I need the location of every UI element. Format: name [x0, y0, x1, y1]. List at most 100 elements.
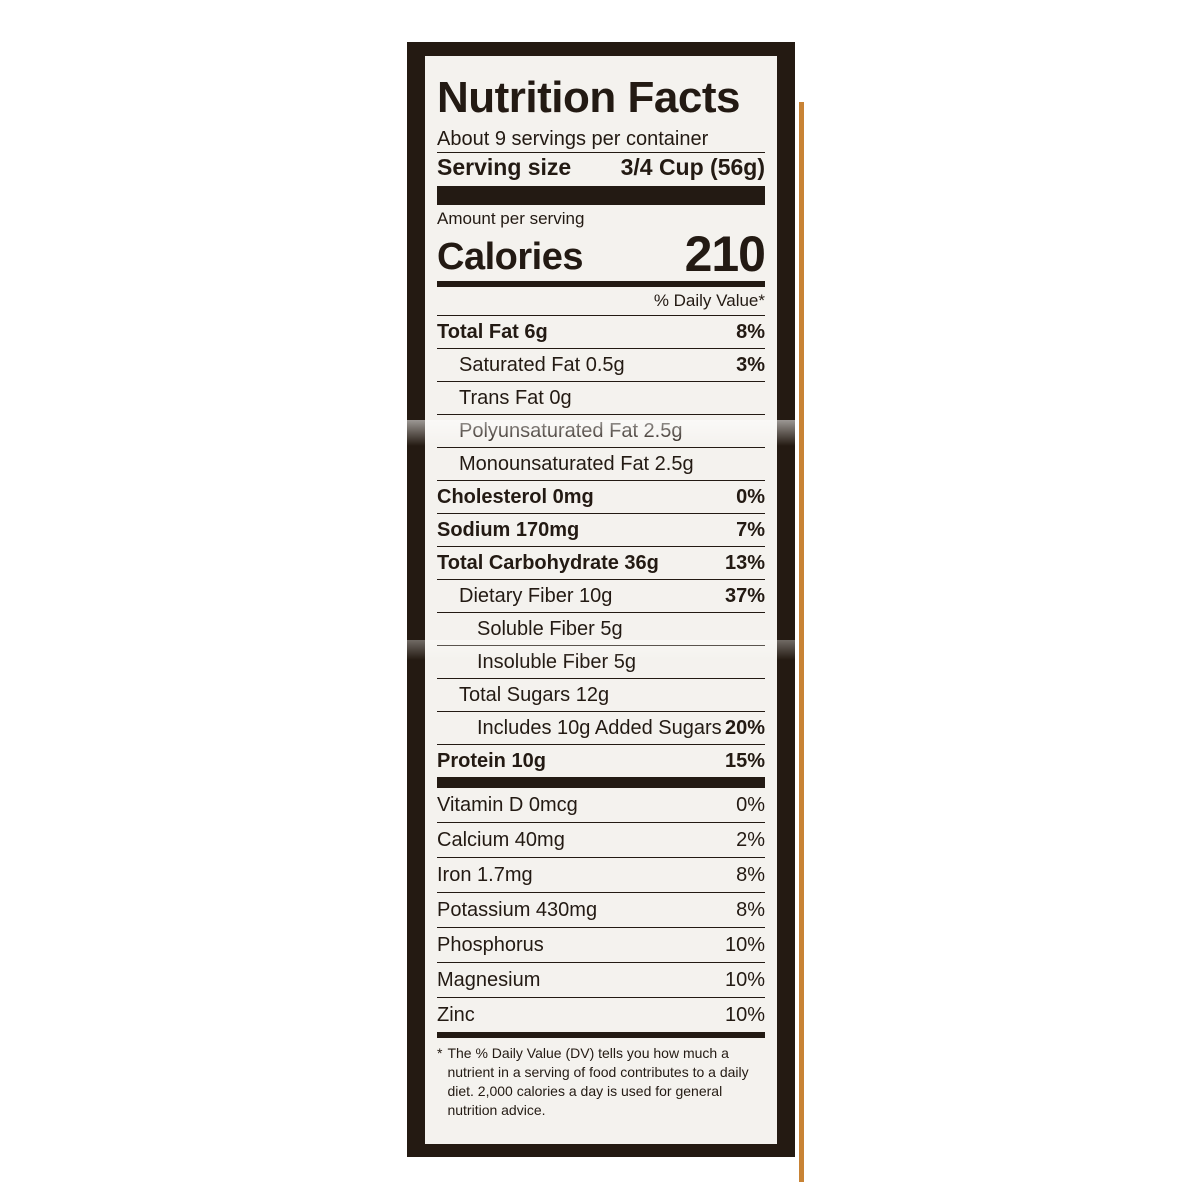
- nutrient-name: Includes 10g Added Sugars: [477, 717, 722, 739]
- nutrient-row: Total Carbohydrate 36g 13%: [437, 547, 765, 579]
- divider-medium-1: [437, 281, 765, 287]
- footnote-marker: *: [437, 1045, 443, 1061]
- nutrient-name: Trans Fat 0g: [459, 387, 572, 409]
- footnote: * The % Daily Value (DV) tells you how m…: [437, 1038, 765, 1120]
- nutrient-name: Polyunsaturated Fat 2.5g: [459, 420, 683, 442]
- nutrient-name: Total Fat 6g: [437, 321, 548, 343]
- nutrient-row: Protein 10g 15%: [437, 745, 765, 777]
- nutrient-row: Sodium 170mg 7%: [437, 514, 765, 546]
- nutrient-row: Total Sugars 12g: [437, 679, 765, 711]
- divider-thin: [437, 822, 765, 823]
- calories-row: Calories 210: [437, 226, 766, 282]
- nutrient-name: Saturated Fat 0.5g: [459, 354, 625, 376]
- divider-thin: [437, 777, 765, 778]
- nutrient-daily-value: 3%: [736, 354, 765, 376]
- divider-thin: [437, 645, 765, 646]
- nutrient-row: Saturated Fat 0.5g 3%: [437, 349, 765, 381]
- nutrient-daily-value: 15%: [724, 750, 765, 772]
- vitamin-name: Magnesium: [437, 969, 541, 991]
- nutrient-list: Total Fat 6g 8% Saturated Fat 0.5g 3% Trans …: [437, 316, 765, 778]
- vitamin-name: Potassium 430mg: [437, 899, 598, 921]
- calories-value: 210: [684, 226, 766, 282]
- divider-thin: [437, 447, 765, 448]
- nutrient-row: Cholesterol 0mg 0%: [437, 481, 765, 513]
- nutrient-name: Sodium 170mg: [437, 519, 580, 541]
- vitamin-row: Phosphorus 10%: [437, 928, 765, 962]
- nutrient-row: Soluble Fiber 5g: [437, 613, 765, 645]
- nutrient-name: Total Carbohydrate 36g: [437, 552, 659, 574]
- nutrient-name: Total Sugars 12g: [459, 684, 610, 706]
- divider-thin: [437, 579, 765, 580]
- divider-thin: [437, 678, 765, 679]
- divider-thin-dv: [437, 315, 765, 316]
- divider-thin: [437, 381, 765, 382]
- divider-thin: [437, 857, 765, 858]
- vitamin-name: Vitamin D 0mcg: [437, 794, 578, 816]
- amount-per-serving-label: Amount per serving: [437, 209, 585, 228]
- vitamin-row: Vitamin D 0mcg 0%: [437, 788, 765, 822]
- nutrition-facts-title: Nutrition Facts: [437, 73, 740, 122]
- divider-thin: [437, 612, 765, 613]
- divider-medium-3: [437, 1032, 765, 1038]
- nutrient-daily-value: 7%: [736, 519, 765, 541]
- vitamin-daily-value: 2%: [736, 829, 765, 851]
- vitamin-name: Calcium 40mg: [437, 829, 565, 851]
- calories-label: Calories: [437, 236, 583, 278]
- divider-thin: [437, 927, 765, 928]
- vitamin-row: Magnesium 10%: [437, 963, 765, 997]
- nutrition-facts-panel: Nutrition Facts About 9 servings per con…: [407, 42, 804, 1182]
- divider-thin: [437, 744, 765, 745]
- vitamin-row: Calcium 40mg 2%: [437, 823, 765, 857]
- vitamin-name: Iron 1.7mg: [437, 864, 533, 886]
- vitamin-daily-value: 10%: [724, 934, 765, 956]
- divider-medium-2: [437, 778, 765, 788]
- divider-thin: [437, 414, 765, 415]
- vitamin-name: Phosphorus: [437, 934, 544, 956]
- divider-thin: [437, 997, 765, 998]
- daily-value-header: % Daily Value*: [653, 291, 765, 310]
- vitamin-name: Zinc: [437, 1004, 475, 1026]
- nutrient-daily-value: 8%: [736, 321, 765, 343]
- nutrient-name: Monounsaturated Fat 2.5g: [459, 453, 694, 475]
- vitamin-daily-value: 8%: [736, 864, 765, 886]
- nutrient-name: Dietary Fiber 10g: [459, 585, 613, 607]
- vitamin-row: Potassium 430mg 8%: [437, 893, 765, 927]
- serving-size-label: Serving size: [437, 154, 572, 180]
- nutrient-daily-value: 13%: [724, 552, 765, 574]
- nutrient-name: Insoluble Fiber 5g: [477, 651, 636, 673]
- nutrient-daily-value: 20%: [724, 717, 765, 739]
- nutrient-row: Monounsaturated Fat 2.5g: [437, 448, 765, 480]
- nutrient-row: Total Fat 6g 8%: [437, 316, 765, 348]
- nutrient-row: Polyunsaturated Fat 2.5g: [437, 415, 765, 447]
- divider-thin: [437, 962, 765, 963]
- vitamin-row: Iron 1.7mg 8%: [437, 858, 765, 892]
- nutrient-daily-value: 37%: [724, 585, 765, 607]
- divider-thick-1: [437, 186, 765, 205]
- nutrient-name: Cholesterol 0mg: [437, 486, 594, 508]
- nutrition-facts-content: Nutrition Facts About 9 servings per con…: [425, 56, 777, 1144]
- vitamin-row: Zinc 10%: [437, 998, 765, 1032]
- nutrient-daily-value: 0%: [736, 486, 765, 508]
- servings-per-container: About 9 servings per container: [437, 128, 709, 150]
- vitamin-daily-value: 0%: [736, 794, 765, 816]
- divider-thin: [437, 513, 765, 514]
- serving-size-row: Serving size 3/4 Cup (56g): [437, 153, 765, 186]
- divider-thin: [437, 480, 765, 481]
- divider-thin: [437, 546, 765, 547]
- nutrient-row: Dietary Fiber 10g 37%: [437, 580, 765, 612]
- divider-thin-top: [437, 152, 765, 153]
- nutrient-row: Trans Fat 0g: [437, 382, 765, 414]
- nutrient-row: Insoluble Fiber 5g: [437, 646, 765, 678]
- nutrient-name: Protein 10g: [437, 750, 546, 772]
- serving-size-value: 3/4 Cup (56g): [620, 154, 765, 180]
- vitamin-daily-value: 8%: [736, 899, 765, 921]
- divider-thin: [437, 711, 765, 712]
- divider-thin: [437, 892, 765, 893]
- footnote-text: The % Daily Value (DV) tells you how muc…: [447, 1045, 749, 1118]
- vitamin-daily-value: 10%: [724, 969, 765, 991]
- nutrient-row: Includes 10g Added Sugars 20%: [437, 712, 765, 744]
- vitamin-daily-value: 10%: [724, 1004, 765, 1026]
- divider-thin: [437, 348, 765, 349]
- nutrient-name: Soluble Fiber 5g: [477, 618, 623, 640]
